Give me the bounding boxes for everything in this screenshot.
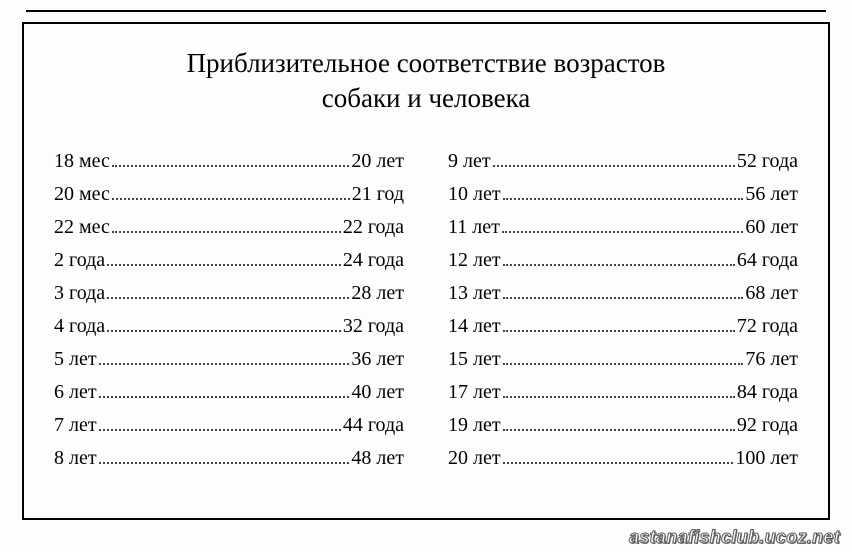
table-row: 14 лет 72 года: [448, 316, 798, 336]
age-table: 18 мес20 лет 20 мес21 год 22 мес22 года …: [54, 151, 798, 481]
human-age: 28 лет: [351, 283, 404, 303]
human-age: 40 лет: [351, 382, 404, 402]
table-row: 22 мес 22 года: [54, 217, 404, 237]
table-row: 10 лет 56 лет: [448, 184, 798, 204]
human-age: 72 года: [737, 316, 798, 336]
leader-dots: [107, 321, 341, 332]
human-age: 92 года: [737, 415, 798, 435]
dog-age: 11 лет: [448, 217, 500, 237]
human-age: 48 лет: [351, 448, 404, 468]
dog-age: 12 лет: [448, 250, 501, 270]
human-age: 20 лет: [351, 151, 404, 171]
watermark-text: astanafishclub.ucoz.net: [629, 527, 840, 548]
dog-age: 6 лет: [54, 382, 97, 402]
title-block: Приблизительное соответствие возрастов с…: [54, 46, 798, 115]
leader-dots: [503, 453, 734, 464]
leader-dots: [112, 189, 350, 200]
document-page: Приблизительное соответствие возрастов с…: [0, 0, 852, 552]
table-row: 3 года 28 лет: [54, 283, 404, 303]
leader-dots: [99, 354, 350, 365]
leader-dots: [503, 288, 744, 299]
table-row: 20 лет 100 лет: [448, 448, 798, 468]
dog-age: 18 мес: [54, 151, 110, 171]
leader-dots: [503, 255, 735, 266]
table-row: 5 лет 36 лет: [54, 349, 404, 369]
dog-age: 9 лет: [448, 151, 491, 171]
age-column-left: 18 мес20 лет 20 мес21 год 22 мес22 года …: [54, 151, 404, 481]
table-row: 13 лет 68 лет: [448, 283, 798, 303]
dog-age: 5 лет: [54, 349, 97, 369]
table-row: 9 лет 52 года: [448, 151, 798, 171]
dog-age: 17 лет: [448, 382, 501, 402]
leader-dots: [112, 156, 349, 167]
table-row: 6 лет 40 лет: [54, 382, 404, 402]
table-row: 17 лет 84 года: [448, 382, 798, 402]
leader-dots: [503, 420, 735, 431]
human-age: 60 лет: [745, 217, 798, 237]
human-age: 56 лет: [745, 184, 798, 204]
leader-dots: [503, 354, 744, 365]
table-row: 15 лет 76 лет: [448, 349, 798, 369]
dog-age: 20 мес: [54, 184, 110, 204]
dog-age: 15 лет: [448, 349, 501, 369]
dog-age: 7 лет: [54, 415, 97, 435]
table-row: 11 лет 60 лет: [448, 217, 798, 237]
dog-age: 4 года: [54, 316, 105, 336]
leader-dots: [112, 222, 341, 233]
title-line-1: Приблизительное соответствие возрастов: [54, 46, 798, 81]
top-rule-line: [26, 10, 826, 12]
table-row: 2 года 24 года: [54, 250, 404, 270]
dog-age: 3 года: [54, 283, 105, 303]
dog-age: 10 лет: [448, 184, 501, 204]
leader-dots: [503, 387, 735, 398]
table-row: 8 лет 48 лет: [54, 448, 404, 468]
dog-age: 2 года: [54, 250, 105, 270]
human-age: 64 года: [737, 250, 798, 270]
leader-dots: [99, 453, 350, 464]
table-row: 19 лет 92 года: [448, 415, 798, 435]
human-age: 22 года: [343, 217, 404, 237]
human-age: 44 года: [343, 415, 404, 435]
table-row: 7 лет 44 года: [54, 415, 404, 435]
dog-age: 22 мес: [54, 217, 110, 237]
leader-dots: [99, 387, 350, 398]
table-row: 18 мес 20 лет: [54, 151, 404, 171]
age-column-right: 9 лет 52 года 10 лет 56 лет 11 лет 60 лет 1…: [448, 151, 798, 481]
human-age: 100 лет: [735, 448, 798, 468]
leader-dots: [502, 222, 744, 233]
leader-dots: [107, 288, 349, 299]
leader-dots: [503, 189, 744, 200]
dog-age: 19 лет: [448, 415, 501, 435]
leader-dots: [107, 255, 341, 266]
human-age: 21 год: [352, 184, 404, 204]
human-age: 36 лет: [351, 349, 404, 369]
table-row: 4 года 32 года: [54, 316, 404, 336]
dog-age: 14 лет: [448, 316, 501, 336]
title-line-2: собаки и человека: [54, 81, 798, 116]
table-row: 12 лет 64 года: [448, 250, 798, 270]
leader-dots: [99, 420, 341, 431]
human-age: 32 года: [343, 316, 404, 336]
dog-age: 20 лет: [448, 448, 501, 468]
human-age: 76 лет: [745, 349, 798, 369]
human-age: 84 года: [737, 382, 798, 402]
dog-age: 8 лет: [54, 448, 97, 468]
human-age: 68 лет: [745, 283, 798, 303]
table-row: 20 мес 21 год: [54, 184, 404, 204]
leader-dots: [493, 156, 735, 167]
leader-dots: [503, 321, 735, 332]
human-age: 52 года: [737, 151, 798, 171]
content-frame: Приблизительное соответствие возрастов с…: [22, 22, 830, 520]
human-age: 24 года: [343, 250, 404, 270]
dog-age: 13 лет: [448, 283, 501, 303]
